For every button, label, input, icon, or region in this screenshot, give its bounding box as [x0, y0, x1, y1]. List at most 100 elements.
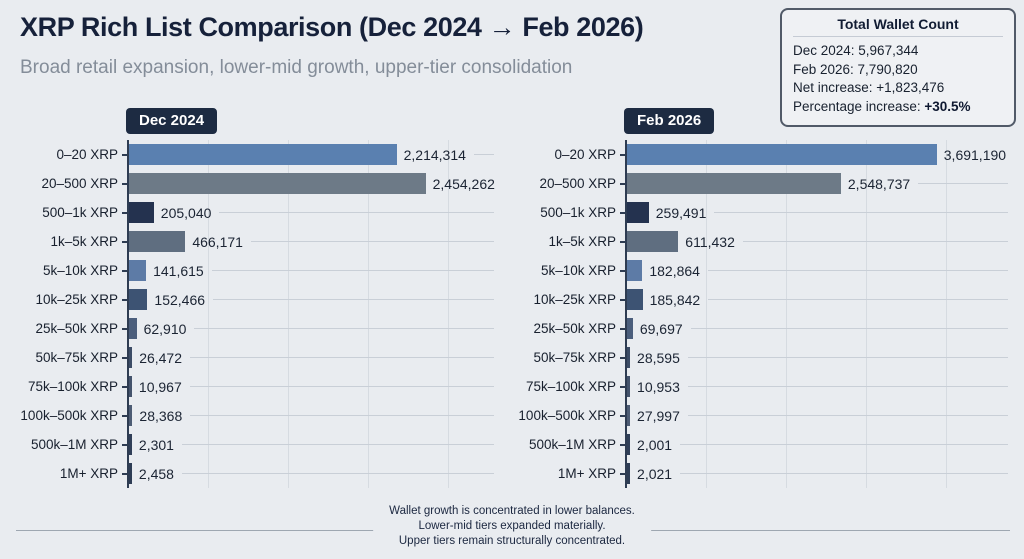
- chart-dec-2024: Dec 2024 0–20 XRP 2,214,314 20–500 XRP 2,45…: [16, 108, 495, 488]
- leader-line: [181, 473, 494, 474]
- value-bar: [129, 434, 132, 455]
- axis-tick: [122, 240, 127, 243]
- leader-line: [687, 357, 1008, 358]
- category-label: 75k–100k XRP: [525, 379, 616, 394]
- axis-tick: [620, 211, 625, 214]
- plot-cell: 69,697: [620, 314, 1008, 343]
- chart-row: 5k–10k XRP 182,864: [514, 256, 1008, 285]
- plot-cell: 2,548,737: [620, 169, 1008, 198]
- footer-line-2: Lower-mid tiers expanded materially.: [418, 519, 606, 532]
- axis-tick: [122, 443, 127, 446]
- leader-line: [213, 299, 494, 300]
- value-bar: [129, 260, 147, 281]
- summary-line-feb-2026: Feb 2026: 7,790,820: [793, 61, 918, 77]
- chart-row: 50k–75k XRP 28,595: [514, 343, 1008, 372]
- category-label: 100k–500k XRP: [20, 408, 118, 423]
- value-label: 26,472: [139, 349, 183, 366]
- axis-tick: [122, 385, 127, 388]
- value-label: 259,491: [655, 204, 707, 221]
- category-label: 5k–10k XRP: [42, 263, 118, 278]
- leader-line: [742, 241, 1008, 242]
- axis-tick: [122, 211, 127, 214]
- value-label: 62,910: [143, 320, 187, 337]
- value-label: 28,368: [139, 407, 183, 424]
- plot-cell: 2,454,262: [122, 169, 495, 198]
- value-label: 10,967: [138, 378, 182, 395]
- chart-row: 20–500 XRP 2,548,737: [514, 169, 1008, 198]
- plot-cell: 182,864: [620, 256, 1008, 285]
- leader-line: [250, 241, 494, 242]
- value-bar: [627, 173, 841, 194]
- category-label: 5k–10k XRP: [540, 263, 616, 278]
- axis-tick: [122, 472, 127, 475]
- value-bar: [129, 405, 133, 426]
- axis-tick: [122, 153, 127, 156]
- chart-rows-feb-2026: 0–20 XRP 3,691,190 20–500 XRP 2,548,737 500–…: [514, 140, 1008, 488]
- leader-line: [680, 473, 1008, 474]
- value-bar: [129, 376, 132, 397]
- value-bar: [129, 318, 137, 339]
- chart-badge-feb-2026: Feb 2026: [624, 108, 715, 134]
- axis-tick: [620, 414, 625, 417]
- value-bar: [627, 231, 679, 252]
- category-label: 500k–1M XRP: [30, 437, 118, 452]
- percentage-increase-label: Percentage increase:: [793, 98, 925, 114]
- chart-row: 500–1k XRP 205,040: [16, 198, 494, 227]
- value-label: 2,021: [637, 465, 673, 482]
- category-label: 10k–25k XRP: [533, 292, 616, 307]
- value-bar: [129, 173, 426, 194]
- value-bar: [627, 202, 649, 223]
- value-bar: [627, 405, 631, 426]
- value-label: 2,301: [138, 436, 174, 453]
- plot-cell: 466,171: [122, 227, 494, 256]
- chart-row: 100k–500k XRP 27,997: [514, 401, 1008, 430]
- leader-line: [687, 386, 1008, 387]
- value-label: 2,001: [637, 436, 673, 453]
- chart-feb-2026: Feb 2026 0–20 XRP 3,691,190 20–500 XRP 2,54…: [514, 108, 1008, 488]
- category-label: 1k–5k XRP: [50, 234, 118, 249]
- summary-line-net-increase: Net increase: +1,823,476: [793, 80, 945, 96]
- axis-tick: [620, 472, 625, 475]
- chart-row: 10k–25k XRP 152,466: [16, 285, 494, 314]
- summary-line-dec-2024: Dec 2024: 5,967,344: [793, 43, 919, 58]
- leader-line: [708, 299, 1008, 300]
- value-label: 69,697: [639, 320, 683, 337]
- axis-tick: [620, 298, 625, 301]
- plot-cell: 259,491: [620, 198, 1008, 227]
- summary-box-title: Total Wallet Count: [793, 16, 1003, 37]
- chart-row: 50k–75k XRP 26,472: [16, 343, 494, 372]
- plot-cell: 2,214,314: [122, 140, 494, 169]
- axis-tick: [620, 356, 625, 359]
- chart-row: 0–20 XRP 3,691,190: [514, 140, 1008, 169]
- value-bar: [129, 347, 133, 368]
- value-bar: [129, 289, 148, 310]
- plot-cell: 3,691,190: [620, 140, 1008, 169]
- chart-row: 1M+ XRP 2,021: [514, 459, 1008, 488]
- plot-cell: 27,997: [620, 401, 1008, 430]
- chart-row: 5k–10k XRP 141,615: [16, 256, 494, 285]
- plot-cell: 205,040: [122, 198, 494, 227]
- value-label: 466,171: [192, 233, 243, 250]
- plot-cell: 10,967: [122, 372, 494, 401]
- axis-tick: [620, 182, 625, 185]
- axis-tick: [122, 356, 127, 359]
- chart-row: 0–20 XRP 2,214,314: [16, 140, 494, 169]
- chart-row: 1k–5k XRP 611,432: [514, 227, 1008, 256]
- leader-line: [190, 357, 494, 358]
- axis-tick: [122, 298, 127, 301]
- category-label: 25k–50k XRP: [35, 321, 118, 336]
- axis-tick: [620, 327, 625, 330]
- category-label: 500k–1M XRP: [528, 437, 616, 452]
- leader-line: [181, 444, 494, 445]
- leader-line: [194, 328, 494, 329]
- percentage-increase-value: +30.5%: [924, 98, 971, 114]
- category-label: 25k–50k XRP: [533, 321, 616, 336]
- page-title: XRP Rich List Comparison (Dec 2024 → Feb…: [20, 12, 644, 42]
- page-subtitle: Broad retail expansion, lower-mid growth…: [20, 57, 573, 78]
- value-label: 182,864: [649, 262, 700, 279]
- category-label: 500–1k XRP: [540, 205, 616, 220]
- plot-cell: 26,472: [122, 343, 494, 372]
- footer-line-1: Wallet growth is concentrated in lower b…: [389, 505, 635, 517]
- plot-cell: 28,368: [122, 401, 494, 430]
- chart-row: 25k–50k XRP 69,697: [514, 314, 1008, 343]
